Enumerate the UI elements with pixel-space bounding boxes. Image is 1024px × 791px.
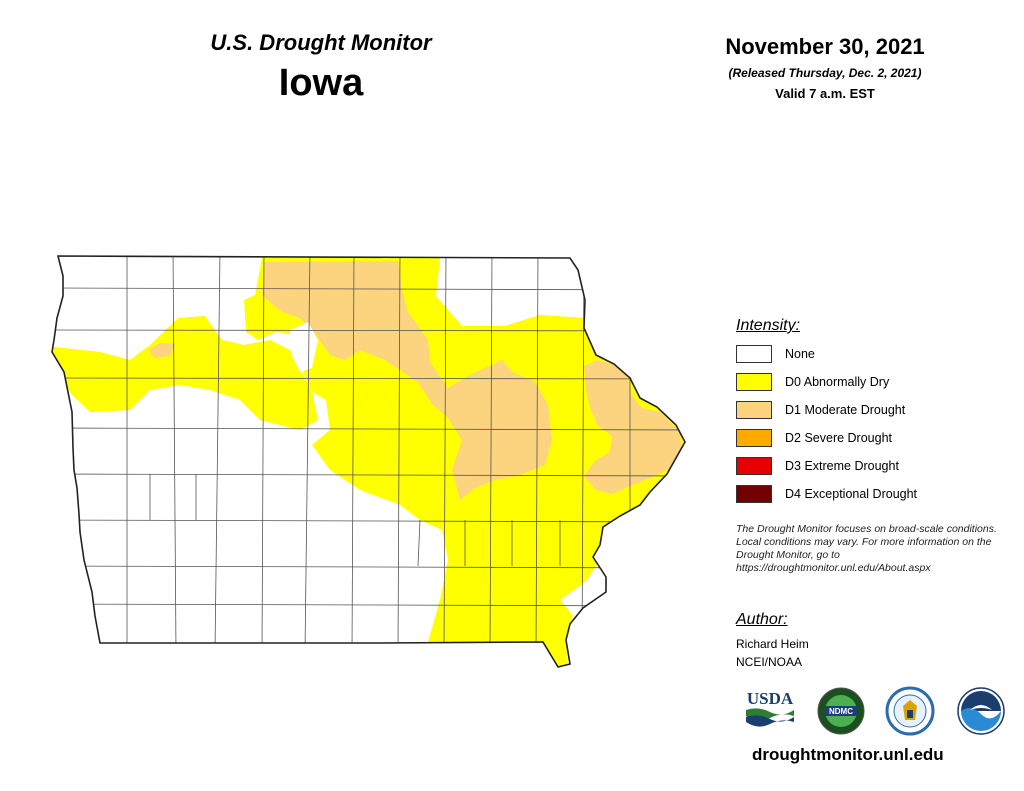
site-url-link[interactable]: droughtmonitor.unl.edu [752,745,944,764]
map-title: U.S. Drought Monitor [210,30,432,55]
legend-item-d3: D3 Extreme Drought [736,456,899,476]
iowa-state-border [51,255,686,668]
legend-swatch [736,345,772,363]
d1-region-east [584,360,682,494]
release-date: (Released Thursday, Dec. 2, 2021) [728,66,922,80]
legend-swatch [736,429,772,447]
legend-item-d2: D2 Severe Drought [736,428,892,448]
legend-label: D3 Extreme Drought [785,459,899,473]
d1-region-north [262,261,552,500]
author-org: NCEI/NOAA [736,655,803,669]
legend-item-d1: D1 Moderate Drought [736,400,905,420]
legend-swatch [736,457,772,475]
usda-logo-text: USDA [747,689,794,708]
ndmc-logo: NDMC [816,686,866,741]
noaa-icon [956,686,1006,741]
valid-time: Valid 7 a.m. EST [775,86,875,101]
legend-label: D1 Moderate Drought [785,403,906,417]
legend-item-d0: D0 Abnormally Dry [736,372,889,392]
map-date: November 30, 2021 [725,34,925,59]
ndmc-logo-text: NDMC [829,707,853,716]
legend-swatch [736,485,772,503]
d1-region-west-spot [148,343,175,358]
legend-item-none: None [736,344,815,364]
d0-region-west [52,316,318,430]
legend-item-d4: D4 Exceptional Drought [736,484,917,504]
legend-swatch [736,401,772,419]
iowa-drought-map [51,255,686,668]
county-boundaries [52,256,685,653]
none-region-hole [290,322,318,372]
legend-label: D2 Severe Drought [785,431,893,445]
legend-swatch [736,373,772,391]
legend-label: D4 Exceptional Drought [785,487,918,501]
state-name: Iowa [278,62,364,104]
author-heading: Author: [736,611,788,628]
legend-title: Intensity: [736,317,801,334]
commerce-seal-icon [885,686,935,741]
disclaimer-text: The Drought Monitor focuses on broad-sca… [736,523,997,574]
legend-label: D0 Abnormally Dry [785,375,890,389]
legend-label: None [785,347,815,361]
usda-logo: USDA [744,686,796,733]
author-name: Richard Heim [736,637,809,651]
